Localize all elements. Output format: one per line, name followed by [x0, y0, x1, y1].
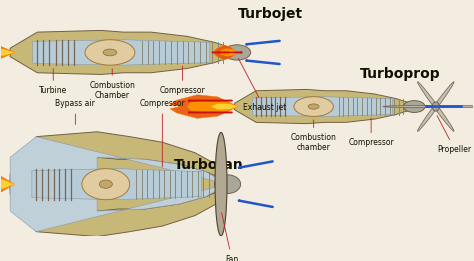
- Polygon shape: [211, 104, 238, 110]
- Text: Turbofan: Turbofan: [174, 158, 244, 172]
- Ellipse shape: [383, 105, 474, 108]
- Ellipse shape: [99, 180, 112, 188]
- Text: Turbojet: Turbojet: [237, 7, 302, 21]
- Polygon shape: [10, 132, 228, 236]
- Ellipse shape: [308, 104, 319, 109]
- Ellipse shape: [103, 49, 117, 56]
- Ellipse shape: [215, 175, 241, 193]
- Text: Bypass air: Bypass air: [55, 99, 95, 124]
- Polygon shape: [10, 31, 237, 74]
- Polygon shape: [253, 97, 392, 116]
- Polygon shape: [220, 48, 237, 56]
- Text: Combustion
Chamber: Combustion Chamber: [89, 69, 135, 100]
- Text: Fan: Fan: [222, 213, 238, 261]
- Polygon shape: [10, 137, 228, 232]
- Text: Compressor: Compressor: [160, 66, 205, 95]
- Ellipse shape: [418, 82, 454, 131]
- Text: Combustion
chamber: Combustion chamber: [291, 120, 337, 152]
- Text: Turboprop: Turboprop: [360, 67, 440, 81]
- Ellipse shape: [85, 40, 135, 65]
- Text: Turbine: Turbine: [39, 69, 67, 95]
- Ellipse shape: [403, 100, 425, 112]
- Ellipse shape: [294, 97, 333, 116]
- Ellipse shape: [82, 169, 130, 200]
- Polygon shape: [228, 51, 237, 54]
- Ellipse shape: [215, 133, 227, 236]
- Text: High speed
exhaust gases: High speed exhaust gases: [0, 260, 1, 261]
- Text: Compressor: Compressor: [139, 99, 185, 167]
- Polygon shape: [0, 179, 15, 189]
- Polygon shape: [33, 40, 210, 65]
- Polygon shape: [0, 38, 15, 67]
- Polygon shape: [0, 49, 15, 56]
- Polygon shape: [170, 95, 238, 118]
- Polygon shape: [214, 45, 237, 60]
- Text: Propeller: Propeller: [437, 116, 472, 154]
- Polygon shape: [0, 164, 15, 205]
- Polygon shape: [10, 157, 228, 211]
- Text: Exhaust jet: Exhaust jet: [238, 58, 286, 112]
- Polygon shape: [0, 172, 15, 196]
- Ellipse shape: [432, 102, 439, 111]
- Polygon shape: [0, 44, 15, 61]
- Ellipse shape: [223, 45, 251, 60]
- Polygon shape: [32, 169, 201, 200]
- Polygon shape: [235, 90, 414, 124]
- Polygon shape: [187, 100, 238, 113]
- Text: Compressor: Compressor: [348, 118, 394, 147]
- Ellipse shape: [418, 82, 454, 131]
- Text: Hot exhaust
stream: Hot exhaust stream: [0, 260, 1, 261]
